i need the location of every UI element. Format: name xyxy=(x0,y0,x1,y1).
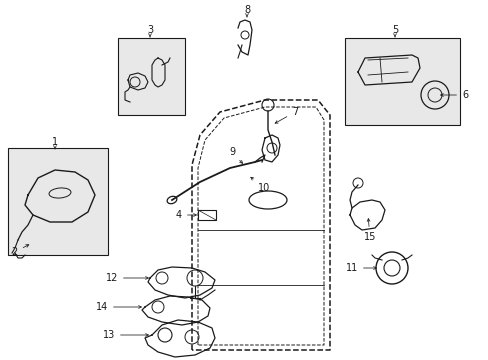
Bar xyxy=(8,148,108,255)
Text: 3: 3 xyxy=(146,25,153,35)
Text: 11: 11 xyxy=(345,263,376,273)
Bar xyxy=(198,210,216,220)
Text: 6: 6 xyxy=(440,90,467,100)
Text: 13: 13 xyxy=(102,330,148,340)
Bar xyxy=(345,38,459,125)
Text: 8: 8 xyxy=(244,5,249,15)
Text: 10: 10 xyxy=(250,177,270,193)
Text: 9: 9 xyxy=(228,147,242,163)
Text: 2: 2 xyxy=(12,245,29,257)
Text: 15: 15 xyxy=(363,219,375,242)
Text: 5: 5 xyxy=(391,25,397,35)
Text: 7: 7 xyxy=(275,107,298,123)
Text: 14: 14 xyxy=(96,302,141,312)
Bar xyxy=(118,38,184,115)
Text: 1: 1 xyxy=(52,137,58,147)
Text: 4: 4 xyxy=(176,210,196,220)
Text: 12: 12 xyxy=(105,273,148,283)
